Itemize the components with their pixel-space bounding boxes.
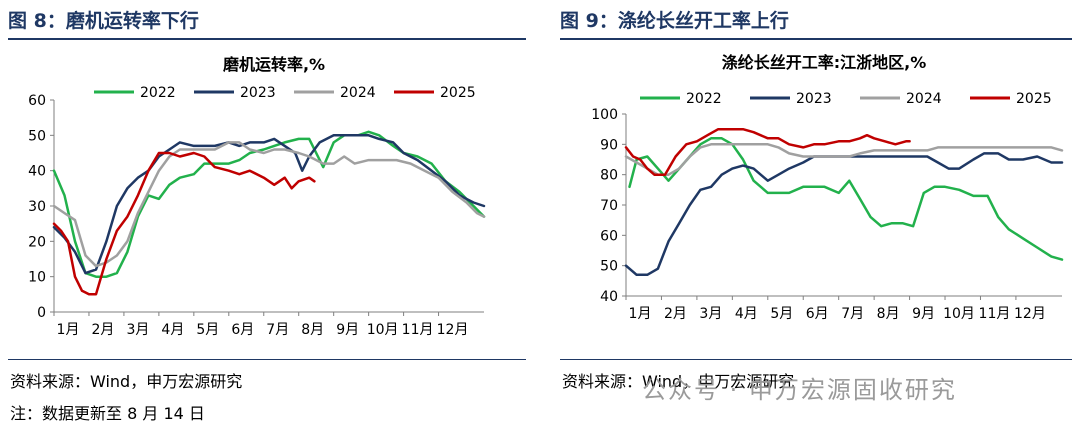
y-tick-label: 10 bbox=[28, 270, 46, 286]
y-tick-label: 80 bbox=[600, 168, 618, 184]
x-tick-label: 4月 bbox=[735, 306, 758, 322]
y-tick-label: 0 bbox=[37, 305, 46, 321]
x-tick-label: 8月 bbox=[301, 322, 324, 338]
series-line-2024 bbox=[624, 143, 1064, 176]
x-tick-label: 4月 bbox=[161, 322, 184, 338]
source-rule-left bbox=[8, 359, 526, 360]
figure-title-right: 图 9：涤纶长丝开工率上行 bbox=[560, 10, 789, 32]
series-line-2023 bbox=[52, 134, 486, 275]
x-tick-label: 11月 bbox=[402, 322, 434, 338]
chart-title: 涤纶长丝开工率:江浙地区,% bbox=[722, 53, 927, 72]
y-tick-label: 100 bbox=[591, 107, 618, 123]
x-tick-label: 1月 bbox=[57, 322, 80, 338]
x-tick-label: 3月 bbox=[126, 322, 149, 338]
y-tick-label: 90 bbox=[600, 137, 618, 153]
source-left: 资料来源：Wind，申万宏源研究 bbox=[10, 372, 243, 391]
legend-label-2024: 2024 bbox=[906, 91, 942, 107]
legend-label-2025: 2025 bbox=[1016, 91, 1052, 107]
source-rule-right bbox=[560, 359, 1072, 360]
x-tick-label: 7月 bbox=[266, 322, 289, 338]
x-tick-label: 10月 bbox=[943, 306, 975, 322]
x-tick-label: 7月 bbox=[841, 306, 864, 322]
y-tick-label: 40 bbox=[600, 289, 618, 305]
y-tick-label: 40 bbox=[28, 164, 46, 180]
legend-label-2023: 2023 bbox=[240, 85, 276, 101]
y-tick-label: 30 bbox=[28, 199, 46, 215]
x-tick-label: 10月 bbox=[367, 322, 399, 338]
legend-label-2022: 2022 bbox=[140, 85, 176, 101]
x-tick-label: 2月 bbox=[664, 306, 687, 322]
series-line-2024 bbox=[52, 141, 486, 268]
chart-title: 磨机运转率,% bbox=[223, 55, 325, 74]
legend-label-2023: 2023 bbox=[796, 91, 832, 107]
chart-left: 磨机运转率,% 2022 2023 2024 2025 0 10 20 30 40 50 60 1月 2月… bbox=[28, 55, 486, 338]
x-tick-label: 5月 bbox=[196, 322, 219, 338]
y-tick-label: 50 bbox=[28, 128, 46, 144]
figure-title-left: 图 8：磨机运转率下行 bbox=[8, 10, 199, 32]
y-tick-label: 60 bbox=[28, 93, 46, 109]
x-tick-label: 8月 bbox=[877, 306, 900, 322]
series-line-2025 bbox=[624, 127, 911, 176]
y-tick-label: 70 bbox=[600, 198, 618, 214]
x-tick-label: 5月 bbox=[770, 306, 793, 322]
x-tick-label: 2月 bbox=[91, 322, 114, 338]
x-tick-label: 9月 bbox=[912, 306, 935, 322]
x-tick-label: 6月 bbox=[806, 306, 829, 322]
x-tick-label: 3月 bbox=[699, 306, 722, 322]
title-rule-right bbox=[560, 38, 1072, 40]
x-tick-label: 11月 bbox=[979, 306, 1011, 322]
chart-right: 涤纶长丝开工率:江浙地区,% 2022 2023 2024 2025 40 50 60 70 80… bbox=[591, 53, 1064, 322]
title-rule-left bbox=[8, 38, 526, 40]
note-left: 注：数据更新至 8 月 14 日 bbox=[10, 404, 205, 423]
source-right: 资料来源：Wind，申万宏源研究 bbox=[562, 372, 795, 391]
y-tick-label: 50 bbox=[600, 259, 618, 275]
x-tick-label: 1月 bbox=[629, 306, 652, 322]
y-tick-label: 60 bbox=[600, 228, 618, 244]
y-tick-label: 20 bbox=[28, 234, 46, 250]
x-tick-label: 12月 bbox=[1014, 306, 1046, 322]
x-tick-label: 9月 bbox=[336, 322, 359, 338]
watermark: 公众号 · 申万宏源固收研究 bbox=[642, 376, 957, 404]
x-tick-label: 12月 bbox=[437, 322, 469, 338]
series-line-2025 bbox=[52, 151, 316, 296]
legend-label-2024: 2024 bbox=[340, 85, 376, 101]
legend-label-2025: 2025 bbox=[440, 85, 476, 101]
x-tick-label: 6月 bbox=[231, 322, 254, 338]
legend-label-2022: 2022 bbox=[686, 91, 722, 107]
